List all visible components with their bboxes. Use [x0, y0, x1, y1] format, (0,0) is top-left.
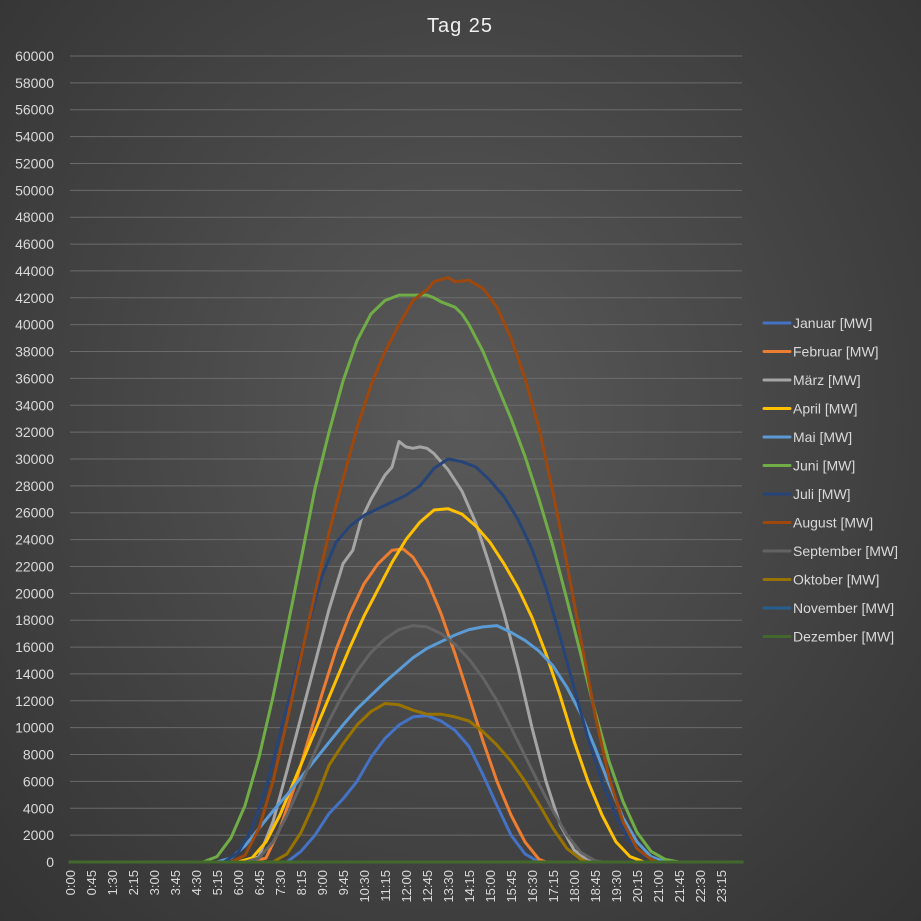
- legend-label: Mai [MW]: [793, 429, 852, 445]
- y-tick-label: 56000: [15, 102, 54, 118]
- y-tick-label: 54000: [15, 129, 54, 145]
- x-tick-label: 9:00: [315, 870, 330, 895]
- x-tick-label: 21:00: [651, 870, 666, 903]
- x-tick-label: 18:45: [588, 870, 603, 903]
- legend-label: März [MW]: [793, 372, 861, 388]
- x-tick-label: 3:00: [147, 870, 162, 895]
- y-tick-label: 20000: [15, 585, 54, 601]
- y-axis: 0 2000 4000 6000 8000 10000 12000 14000 16000 180…: [15, 48, 54, 870]
- x-tick-label: 0:45: [84, 870, 99, 895]
- series-line-7: [68, 457, 744, 864]
- y-tick-label: 4000: [23, 800, 54, 816]
- series-lines: [68, 276, 744, 864]
- y-tick-label: 58000: [15, 75, 54, 91]
- x-tick-label: 15:45: [504, 870, 519, 903]
- grid: [70, 55, 742, 863]
- y-tick-label: 14000: [15, 666, 54, 682]
- y-tick-label: 42000: [15, 290, 54, 306]
- y-tick-label: 8000: [23, 747, 54, 763]
- y-tick-label: 50000: [15, 182, 54, 198]
- y-tick-label: 38000: [15, 344, 54, 360]
- y-tick-label: 0: [46, 854, 54, 870]
- x-tick-label: 6:00: [231, 870, 246, 895]
- legend-label: Februar [MW]: [793, 344, 879, 360]
- series-line-3: [68, 440, 744, 864]
- y-tick-label: 44000: [15, 263, 54, 279]
- y-tick-label: 28000: [15, 478, 54, 494]
- x-tick-label: 11:15: [378, 870, 393, 902]
- series-line-1: [68, 714, 744, 864]
- x-tick-label: 16:30: [525, 870, 540, 903]
- x-tick-label: 14:15: [462, 870, 477, 903]
- series-line-9: [68, 624, 744, 864]
- legend-label: Januar [MW]: [793, 315, 872, 331]
- y-tick-label: 18000: [15, 612, 54, 628]
- y-tick-label: 30000: [15, 451, 54, 467]
- y-tick-label: 10000: [15, 720, 54, 736]
- x-tick-label: 8:15: [294, 870, 309, 895]
- y-tick-label: 52000: [15, 155, 54, 171]
- y-tick-label: 32000: [15, 424, 54, 440]
- x-tick-label: 18:00: [567, 870, 582, 903]
- legend-label: Dezember [MW]: [793, 629, 894, 645]
- x-tick-label: 19:30: [609, 870, 624, 903]
- series-line-2: [68, 547, 744, 864]
- legend-label: August [MW]: [793, 515, 873, 531]
- y-tick-label: 2000: [23, 827, 54, 843]
- y-tick-label: 12000: [15, 693, 54, 709]
- y-tick-label: 6000: [23, 773, 54, 789]
- x-tick-label: 13:30: [441, 870, 456, 903]
- x-axis: 0:00 0:45 1:30 2:15 3:00 3:45 4:30 5:15 6:00 6:45…: [63, 870, 729, 903]
- x-tick-label: 15:00: [483, 870, 498, 903]
- x-tick-label: 10:30: [357, 870, 372, 903]
- legend-label: Juli [MW]: [793, 486, 851, 502]
- legend-label: November [MW]: [793, 600, 894, 616]
- x-tick-label: 12:45: [420, 870, 435, 903]
- y-tick-label: 26000: [15, 505, 54, 521]
- series-line-4: [68, 507, 744, 864]
- y-tick-label: 24000: [15, 532, 54, 548]
- y-tick-label: 34000: [15, 397, 54, 413]
- x-tick-label: 1:30: [105, 870, 120, 895]
- series-line-5: [68, 624, 744, 864]
- x-tick-label: 4:30: [189, 870, 204, 895]
- x-tick-label: 22:30: [693, 870, 708, 903]
- y-tick-label: 16000: [15, 639, 54, 655]
- x-tick-label: 0:00: [63, 870, 78, 895]
- x-tick-label: 17:15: [546, 870, 561, 903]
- x-tick-label: 7:30: [273, 870, 288, 895]
- y-tick-label: 22000: [15, 558, 54, 574]
- legend: Januar [MW] Februar [MW] März [MW] April [M…: [762, 315, 898, 645]
- legend-label: April [MW]: [793, 401, 858, 417]
- x-tick-label: 23:15: [714, 870, 729, 903]
- y-tick-label: 46000: [15, 236, 54, 252]
- x-tick-label: 2:15: [126, 870, 141, 895]
- series-line-10: [68, 702, 744, 864]
- x-tick-label: 5:15: [210, 870, 225, 895]
- x-tick-label: 6:45: [252, 870, 267, 895]
- x-tick-label: 9:45: [336, 870, 351, 895]
- y-tick-label: 48000: [15, 209, 54, 225]
- x-tick-label: 12:00: [399, 870, 414, 903]
- legend-label: Juni [MW]: [793, 458, 855, 474]
- series-line-6: [68, 293, 744, 864]
- x-tick-label: 21:45: [672, 870, 687, 903]
- y-tick-label: 36000: [15, 370, 54, 386]
- legend-label: September [MW]: [793, 543, 898, 559]
- y-tick-label: 40000: [15, 317, 54, 333]
- x-tick-label: 20:15: [630, 870, 645, 903]
- legend-label: Oktober [MW]: [793, 572, 879, 588]
- y-tick-label: 60000: [15, 48, 54, 64]
- series-line-8: [68, 276, 744, 864]
- x-tick-label: 3:45: [168, 870, 183, 895]
- chart-title: Tag 25: [427, 15, 493, 37]
